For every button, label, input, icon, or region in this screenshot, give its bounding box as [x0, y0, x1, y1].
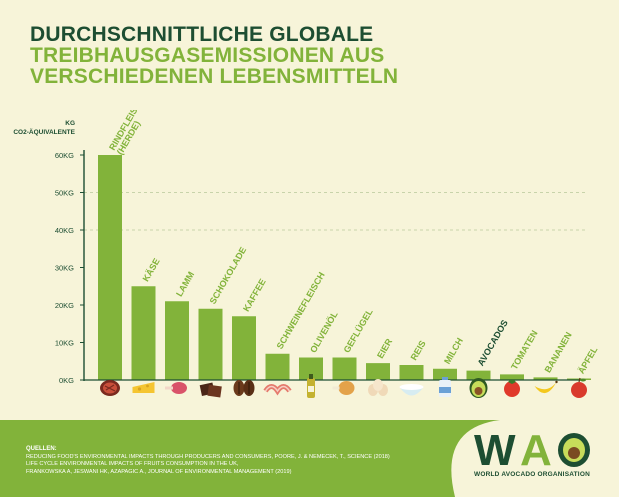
bar	[232, 316, 256, 380]
bar-label: RINDFLEISCH(HERDE)	[107, 110, 154, 157]
grid-lines	[84, 192, 585, 231]
sources-heading: QUELLEN:	[26, 446, 57, 452]
svg-text:W: W	[474, 427, 516, 471]
bar	[299, 357, 323, 380]
bar	[500, 374, 524, 380]
bar-label: OLIVENÖL	[308, 309, 340, 354]
tomato-icon	[504, 380, 520, 397]
bar-label: BANANEN	[543, 330, 574, 374]
bar	[567, 378, 591, 380]
bar-label: KÄSE	[141, 257, 162, 284]
bar-label: MILCH	[442, 336, 465, 366]
bar	[98, 155, 122, 380]
bar-label: GEFLÜGEL	[342, 307, 375, 355]
y-axis-label: CO2-ÄQUIVALENTE	[13, 128, 75, 136]
source-line-2: LIFE CYCLE ENVIRONMENTAL IMPACTS OF FRUI…	[26, 461, 239, 468]
lamb-chop-icon	[165, 382, 187, 394]
bar	[332, 357, 357, 380]
bar	[165, 301, 189, 380]
bar	[198, 308, 223, 380]
bars	[98, 155, 591, 380]
source-line-3: FRANKOWSKA A, JESWANI HK, AZAPAGIC A., J…	[26, 468, 292, 475]
steak-icon	[100, 380, 120, 396]
title-line-3: VERSCHIEDENEN LEBENSMITTELN	[30, 65, 399, 88]
cheese-icon	[132, 382, 155, 393]
apple-icon	[571, 377, 587, 398]
y-axis-ticks: 0KG 10KG 20KG 30KG 40KG 50KG 60KG	[55, 151, 84, 385]
bar	[399, 365, 424, 380]
bar-label: LAMM	[174, 270, 196, 298]
y-tick-label: 10KG	[55, 339, 74, 348]
coffee-beans-icon	[233, 380, 255, 396]
y-tick-label: 30KG	[55, 264, 74, 273]
chart-title: DURCHSCHNITTLICHE GLOBALE TREIBHAUSGASEM…	[30, 24, 398, 87]
bar	[433, 368, 457, 380]
bar	[533, 377, 558, 380]
bar	[366, 363, 390, 380]
food-icons	[100, 374, 587, 398]
bar-chart: KG CO2-ÄQUIVALENTE 0KG 10KG 20KG 30KG 40KG 50…	[13, 110, 600, 398]
avocado-icon	[469, 378, 488, 398]
bacon-icon	[263, 384, 292, 396]
eggs-icon	[368, 379, 388, 396]
bar-label: SCHOKOLADE	[208, 245, 249, 305]
bar-label: EIER	[375, 336, 394, 360]
title-line-1: DURCHSCHNITTLICHE GLOBALE	[30, 23, 374, 46]
bar-label: REIS	[409, 339, 428, 362]
y-tick-label: 0KG	[59, 376, 74, 385]
chocolate-icon	[199, 382, 222, 398]
bar-label: AVOCADOS	[476, 318, 510, 367]
y-tick-label: 20KG	[55, 301, 74, 310]
logo-name: WORLD AVOCADO ORGANISATION	[474, 471, 590, 478]
title-line-2: TREIBHAUSGASEMISSIONEN AUS	[30, 44, 385, 67]
y-tick-label: 40KG	[55, 226, 74, 235]
bar-label: TOMATEN	[509, 329, 539, 372]
footer: QUELLEN: REDUCING FOOD'S ENVIRONMENTAL I…	[0, 420, 619, 497]
wao-logo: W A WORLD AVOCADO ORGANISATION	[462, 427, 602, 489]
bar	[131, 286, 156, 380]
y-axis-label-unit: KG	[65, 120, 75, 127]
bar-label: ÄPFEL	[576, 345, 600, 376]
sources-block: QUELLEN: REDUCING FOOD'S ENVIRONMENTAL I…	[26, 446, 390, 476]
milk-icon	[439, 377, 451, 397]
olive-oil-icon	[307, 374, 315, 398]
y-tick-label: 60KG	[55, 151, 74, 160]
chicken-leg-icon	[332, 381, 355, 395]
bar	[466, 370, 491, 380]
y-tick-label: 50KG	[55, 189, 74, 198]
bar-label: KAFFEE	[241, 277, 268, 313]
svg-text:A: A	[520, 427, 551, 471]
source-line-1: REDUCING FOOD'S ENVIRONMENTAL IMPACTS TH…	[26, 453, 390, 460]
banana-icon	[534, 380, 558, 394]
bar	[265, 353, 290, 380]
rice-bowl-icon	[399, 384, 424, 396]
